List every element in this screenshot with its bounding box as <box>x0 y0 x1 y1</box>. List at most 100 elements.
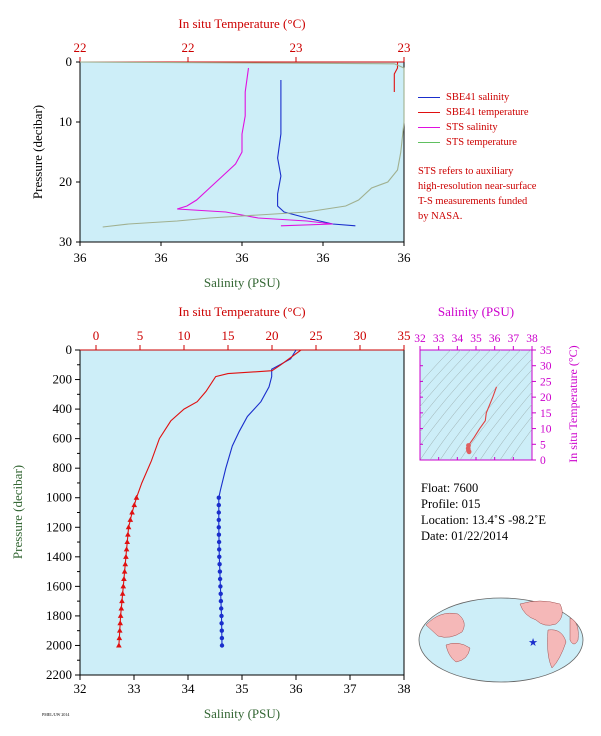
top-series-line <box>277 80 356 227</box>
float-location: Location: 13.4˚S -98.2˚E <box>421 513 546 527</box>
map-land <box>569 617 579 645</box>
top-y-tick-label: 30 <box>59 234 72 249</box>
temperature-marker <box>116 627 123 633</box>
salinity-marker <box>218 598 224 604</box>
bottom-bottom-tick-label: 35 <box>236 681 249 696</box>
ts-contour-line <box>489 403 532 460</box>
bottom-left-axis: 0 200 400 600 800 1000 1200 1400 1600 1800 2000 220… <box>10 342 80 682</box>
top-top-axis-title: In situ Temperature (°C) <box>178 16 305 31</box>
temperature-marker <box>129 509 135 515</box>
ts-top-tick-label: 37 <box>508 333 520 345</box>
map-land <box>425 612 465 638</box>
ts-contour-line <box>420 350 491 433</box>
top-bottom-tick-label: 36 <box>74 250 88 265</box>
bottom-y-tick-label: 1400 <box>46 549 72 564</box>
top-left-axis: 0 10 20 30 Pressure (decibar) <box>30 54 80 249</box>
salinity-marker <box>216 510 221 515</box>
salinity-marker <box>219 621 224 626</box>
ts-contour-line <box>420 350 511 460</box>
bottom-y-tick-label: 2200 <box>46 667 72 682</box>
bottom-y-tick-label: 400 <box>53 401 73 416</box>
ts-right-tick-label: 35 <box>540 345 552 357</box>
ts-contour-line <box>499 415 532 460</box>
top-series <box>79 61 405 228</box>
ts-top-tick-label: 38 <box>526 333 538 345</box>
temperature-marker <box>123 553 129 559</box>
bottom-top-tick-label: 5 <box>137 328 144 343</box>
ts-contour-line <box>469 380 532 460</box>
top-bottom-axis-title: Salinity (PSU) <box>204 275 280 290</box>
bottom-top-axis: 0 5 10 15 20 25 30 35 In situ Temperature (°C) <box>80 304 411 351</box>
bottom-y-tick-label: 1000 <box>46 490 72 505</box>
ts-right-tick-label: 5 <box>540 439 546 451</box>
ts-series <box>465 386 498 455</box>
bottom-top-tick-label: 20 <box>266 328 279 343</box>
bottom-top-axis-title: In situ Temperature (°C) <box>178 304 305 319</box>
top-top-tick-label: 23 <box>290 40 303 55</box>
temperature-marker <box>124 539 131 545</box>
ts-right-axis: 0 5 10 15 20 25 30 35 In situ Temperature (°C) <box>420 345 580 467</box>
top-top-tick-label: 22 <box>74 40 87 55</box>
temperature-marker <box>127 516 134 522</box>
ts-top-tick-label: 35 <box>470 333 482 345</box>
temperature-marker <box>121 575 127 581</box>
map-land <box>547 629 567 669</box>
bottom-y-tick-label: 0 <box>66 342 73 357</box>
ts-right-tick-label: 30 <box>540 361 552 373</box>
ts-right-tick-label: 20 <box>540 392 552 404</box>
location-map: ★ <box>418 597 584 683</box>
temperature-marker <box>117 620 123 626</box>
salinity-marker <box>218 584 223 589</box>
top-top-tick-label: 22 <box>182 40 195 55</box>
ts-contour-line <box>439 350 531 460</box>
legend-swatch <box>418 97 440 99</box>
ts-right-tick-label: 10 <box>540 424 552 436</box>
legend-label: SBE41 temperature <box>446 107 529 118</box>
temperature-marker <box>122 561 129 567</box>
temperature-marker <box>133 494 140 500</box>
ts-top-tick-label: 33 <box>433 333 445 345</box>
ts-contour-line <box>429 350 521 460</box>
ts-right-tick-label: 15 <box>540 408 552 420</box>
bottom-bottom-axis-title: Salinity (PSU) <box>204 706 280 721</box>
stamp-text: PMEL/UW 2014 <box>42 712 69 717</box>
salinity-marker <box>216 502 221 508</box>
map-land <box>445 642 471 663</box>
bottom-salinity-line <box>218 349 297 646</box>
note-line: high-resolution near-surface <box>418 181 537 192</box>
salinity-marker <box>219 606 224 611</box>
ts-top-tick-label: 32 <box>414 333 426 345</box>
salinity-marker <box>216 525 221 530</box>
legend-swatch <box>418 127 440 129</box>
salinity-marker <box>216 539 222 545</box>
temperature-marker <box>123 546 130 552</box>
temperature-marker <box>121 568 128 574</box>
bottom-bottom-tick-label: 34 <box>182 681 196 696</box>
ts-contour-line <box>420 350 481 420</box>
temperature-marker <box>131 502 138 508</box>
legend-item: SBE41 temperature <box>418 105 529 120</box>
ts-contour-line <box>509 428 532 460</box>
bottom-series <box>116 349 302 648</box>
salinity-marker <box>216 495 221 500</box>
top-bottom-tick-label: 36 <box>317 250 331 265</box>
bottom-y-axis-title: Pressure (decibar) <box>10 465 25 559</box>
profile-number: Profile: 015 <box>421 497 481 511</box>
bottom-top-tick-label: 10 <box>178 328 191 343</box>
bottom-y-tick-label: 600 <box>53 431 73 446</box>
salinity-marker <box>217 554 222 559</box>
bottom-y-tick-label: 1200 <box>46 519 72 534</box>
bottom-bottom-tick-label: 33 <box>128 681 141 696</box>
map-land <box>519 600 563 626</box>
sts-note: STS refers to auxiliary high-resolution … <box>418 164 578 224</box>
bottom-y-tick-label: 2000 <box>46 637 72 652</box>
salinity-marker <box>217 576 223 582</box>
temperature-marker <box>116 642 122 648</box>
ts-top-tick-label: 36 <box>489 333 501 345</box>
ts-right-axis-title: In situ Temperature (°C) <box>566 345 580 462</box>
bottom-y-tick-label: 1600 <box>46 578 72 593</box>
ts-contour-line <box>479 391 532 460</box>
top-top-tick-label: 23 <box>398 40 411 55</box>
top-y-tick-label: 20 <box>59 174 72 189</box>
